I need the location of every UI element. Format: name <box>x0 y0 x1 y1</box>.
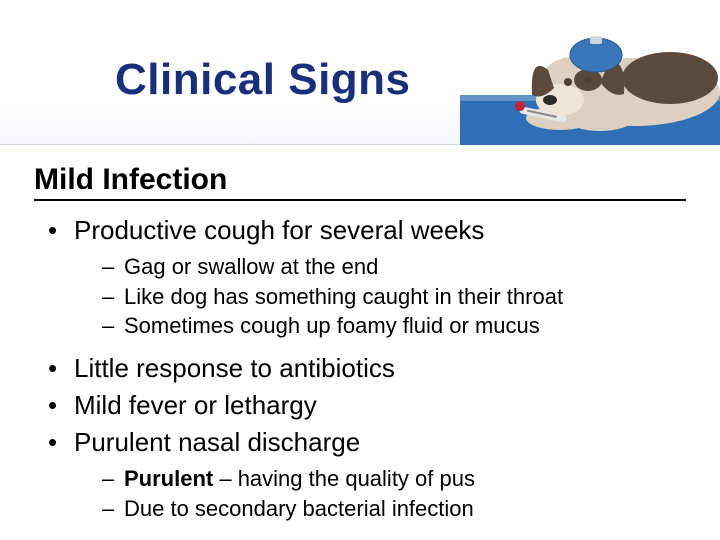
primary-bullet-list: Productive cough for several weeks Gag o… <box>34 213 686 524</box>
sub-bullet-item: Purulent – having the quality of pus <box>102 464 686 494</box>
secondary-bullet-list: Gag or swallow at the end Like dog has s… <box>74 252 686 341</box>
bullet-item: Mild fever or lethargy <box>48 388 686 423</box>
sub-bullet-item: Due to secondary bacterial infection <box>102 494 686 524</box>
bullet-item: Purulent nasal discharge Purulent – havi… <box>48 425 686 523</box>
content-area: Mild Infection Productive cough for seve… <box>0 145 720 524</box>
slide-title: Clinical Signs <box>115 55 411 105</box>
sick-dog-photo <box>460 0 720 145</box>
sub-bullet-item: Like dog has something caught in their t… <box>102 282 686 312</box>
bullet-item: Little response to antibiotics <box>48 351 686 386</box>
bullet-text: Productive cough for several weeks <box>74 215 484 245</box>
sub-bullet-item: Gag or swallow at the end <box>102 252 686 282</box>
term-definition: – having the quality of pus <box>213 466 475 491</box>
header-band: Clinical Signs <box>0 0 720 145</box>
bullet-text: Purulent nasal discharge <box>74 427 360 457</box>
bullet-item: Productive cough for several weeks Gag o… <box>48 213 686 341</box>
term-bold: Purulent <box>124 466 213 491</box>
section-subhead: Mild Infection <box>34 163 686 201</box>
secondary-bullet-list: Purulent – having the quality of pus Due… <box>74 464 686 523</box>
sub-bullet-item: Sometimes cough up foamy fluid or mucus <box>102 311 686 341</box>
